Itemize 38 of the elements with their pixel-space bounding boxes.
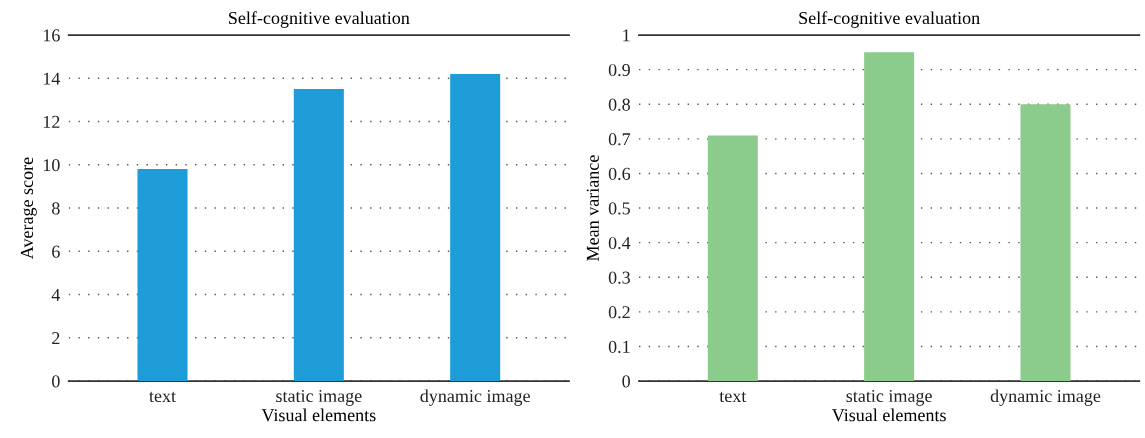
bar	[864, 52, 915, 382]
y-tick-label: 0.1	[608, 340, 630, 353]
y-tick-label: 12	[43, 115, 60, 128]
bar	[137, 169, 188, 382]
y-tick-label: 4	[51, 288, 61, 301]
bar	[293, 89, 344, 382]
y-tick-label: 0	[622, 375, 630, 388]
y-tick-label: 1	[623, 29, 630, 42]
y-tick-label: 0.3	[608, 271, 630, 284]
chart-title: Self-cognitive evaluation	[799, 11, 980, 28]
x-tick-label: static image	[846, 389, 932, 406]
y-tick-label: 2	[52, 332, 60, 345]
x-tick-label: text	[149, 391, 176, 403]
y-tick-label: 0.5	[608, 202, 630, 215]
y-tick-label: 8	[52, 202, 60, 215]
y-tick-label: 10	[43, 159, 60, 172]
bar	[1020, 104, 1071, 382]
y-tick-label: 14	[43, 72, 61, 85]
y-tick-label: 6	[52, 245, 60, 258]
bar	[707, 135, 758, 382]
x-tick-label: dynamic image	[990, 389, 1101, 406]
x-tick-label: dynamic image	[420, 389, 530, 406]
x-axis-title: Visual elements	[831, 408, 946, 422]
bar	[450, 73, 501, 382]
x-tick-label: static image	[276, 389, 362, 406]
y-axis-title: Average score	[20, 157, 37, 260]
chart-title: Self-cognitive evaluation	[229, 11, 410, 28]
x-axis-title: Visual elements	[261, 408, 376, 422]
y-tick-label: 0.6	[608, 167, 631, 180]
x-tick-label: text	[719, 391, 747, 403]
y-tick-label: 0.2	[608, 306, 630, 319]
y-tick-label: 16	[43, 29, 60, 42]
y-tick-label: 0.7	[608, 133, 631, 146]
y-tick-label: 0.4	[608, 236, 631, 250]
y-tick-label: 0	[52, 375, 60, 388]
y-tick-label: 0.9	[608, 63, 630, 77]
y-tick-label: 0.8	[608, 98, 630, 111]
y-axis-title: Mean variance	[586, 155, 599, 261]
